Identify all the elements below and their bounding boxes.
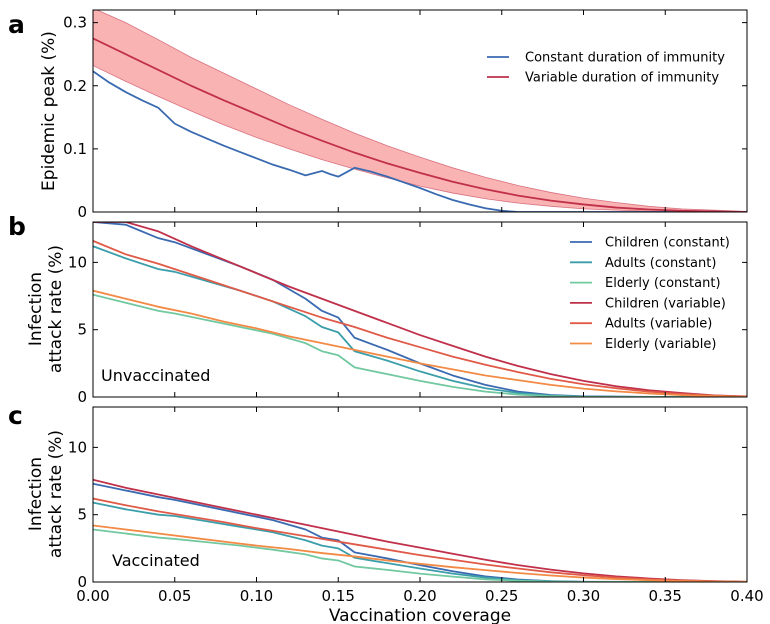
x-tick-label-6: 0.30 [567, 587, 600, 605]
series-layer-b [93, 222, 747, 397]
y-axis-label-c-line2: attack rate (%) [46, 430, 66, 558]
series-line-c-1 [93, 501, 747, 582]
x-tick-label-1: 0.05 [158, 587, 191, 605]
x-tick-label-8: 0.40 [730, 587, 763, 605]
y-axis-label-b-line1: Infection [26, 272, 46, 346]
y-tick-label-c-0: 0 [77, 573, 87, 591]
x-axis-label: Vaccination coverage [329, 606, 511, 624]
panel-b: 0 5 10 Infection attack rate (%) Unvaccina… [26, 221, 748, 406]
legend-a: Constant duration of immunity Variable du… [487, 51, 725, 86]
legend-label-b-5: Elderly (variable) [605, 337, 716, 352]
series-line-c-3 [93, 478, 747, 582]
series-line-c-5 [93, 524, 747, 582]
series-line-a-1 [93, 37, 747, 212]
legend-label-b-0: Children (constant) [605, 236, 730, 251]
legend-label-b-4: Adults (variable) [605, 317, 712, 332]
x-tick-label-7: 0.35 [649, 587, 682, 605]
series-line-b-4 [93, 240, 747, 397]
series-layer-a [93, 37, 747, 212]
ticks-layer-a: 0 0.1 0.2 0.3 [63, 10, 748, 221]
y-tick-label-c-1: 5 [77, 506, 87, 524]
ticks-layer-c: 0.00 0.05 0.10 0.15 0.20 0.25 0.30 0.35 0.40 0 5 10 [68, 407, 764, 605]
panel-c: 0.00 0.05 0.10 0.15 0.20 0.25 0.30 0.35 0.40 0 5 10… [26, 406, 764, 624]
panel-letter-a: a [8, 10, 25, 39]
annotation-vaccinated: Vaccinated [112, 551, 200, 570]
legend-label-a-0: Constant duration of immunity [525, 51, 725, 66]
x-tick-label-3: 0.15 [322, 587, 355, 605]
series-line-b-5 [93, 289, 747, 397]
x-tick-label-4: 0.20 [403, 587, 436, 605]
legend-label-b-1: Adults (constant) [605, 256, 716, 271]
confidence-band-a-1 [93, 10, 747, 212]
y-tick-label-a-3: 0.3 [63, 14, 87, 32]
y-tick-label-b-0: 0 [77, 388, 87, 406]
series-line-a-0 [93, 70, 747, 212]
x-tick-label-5: 0.25 [485, 587, 518, 605]
ticks-layer-b: 0 5 10 [68, 222, 748, 406]
x-tick-label-2: 0.10 [240, 587, 273, 605]
series-line-b-3 [93, 222, 747, 397]
band-layer-a [93, 10, 747, 212]
y-tick-label-a-1: 0.1 [63, 140, 87, 158]
panel-letter-b: b [8, 212, 26, 241]
series-layer-c [93, 478, 747, 582]
y-tick-label-c-2: 10 [68, 438, 87, 456]
y-tick-label-a-2: 0.2 [63, 77, 87, 95]
y-axis-label-b-line2: attack rate (%) [46, 245, 66, 373]
panel-a: 0 0.1 0.2 0.3 Epidemic peak (%) Constant du… [39, 9, 748, 221]
y-tick-label-b-1: 5 [77, 321, 87, 339]
legend-b: Children (constant) Adults (constant) Elde… [570, 236, 730, 352]
legend-label-b-3: Children (variable) [605, 296, 726, 311]
y-tick-label-a-0: 0 [77, 203, 87, 221]
series-line-c-2 [93, 528, 747, 582]
y-tick-label-b-2: 10 [68, 253, 87, 271]
y-axis-label-a: Epidemic peak (%) [39, 31, 59, 191]
legend-label-a-1: Variable duration of immunity [525, 71, 719, 86]
series-line-b-2 [93, 293, 747, 397]
y-axis-label-c-line1: Infection [26, 457, 46, 531]
legend-label-b-2: Elderly (constant) [605, 276, 721, 291]
panel-letter-c: c [8, 401, 23, 430]
series-line-c-4 [93, 497, 747, 582]
annotation-unvaccinated: Unvaccinated [101, 366, 210, 385]
x-tick-label-0: 0.00 [76, 587, 109, 605]
